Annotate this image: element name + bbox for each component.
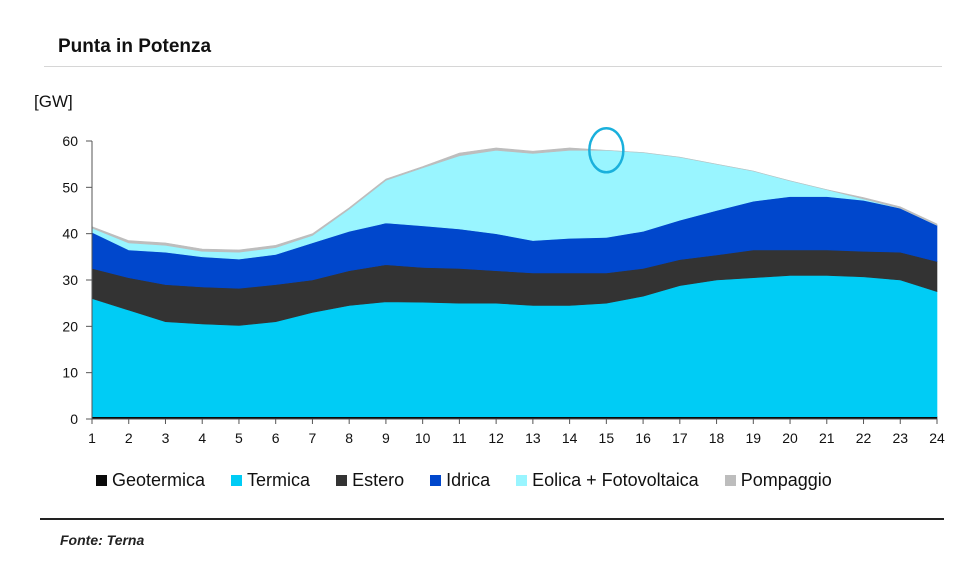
x-tick-label: 8 xyxy=(345,430,353,446)
legend-label: Geotermica xyxy=(112,470,206,490)
chart-legend: Geotermica Termica Estero Idrica Eolica + Fo… xyxy=(96,470,858,491)
x-tick-label: 2 xyxy=(125,430,133,446)
x-tick-label: 17 xyxy=(672,430,688,446)
legend-label: Estero xyxy=(352,470,405,490)
legend-label: Pompaggio xyxy=(740,470,832,490)
x-tick-label: 10 xyxy=(415,430,431,446)
chart-title: Punta in Potenza xyxy=(58,36,212,57)
legend-item: Geotermica xyxy=(96,470,205,491)
x-tick-label: 14 xyxy=(562,430,578,446)
x-tick-label: 11 xyxy=(452,430,467,446)
legend-swatch xyxy=(724,475,736,486)
y-tick-label: 60 xyxy=(62,133,78,149)
legend-swatch xyxy=(231,475,243,486)
x-tick-label: 4 xyxy=(198,430,206,446)
title-divider xyxy=(44,66,942,67)
x-tick-label: 24 xyxy=(929,430,945,446)
x-tick-label: 5 xyxy=(235,430,243,446)
x-tick-label: 21 xyxy=(819,430,835,446)
source-divider xyxy=(40,518,944,520)
x-tick-label: 1 xyxy=(88,430,96,446)
legend-item: Pompaggio xyxy=(724,470,832,491)
x-tick-label: 20 xyxy=(782,430,798,446)
x-tick-label: 7 xyxy=(309,430,317,446)
x-tick-label: 6 xyxy=(272,430,280,446)
legend-swatch xyxy=(336,475,348,486)
x-tick-label: 3 xyxy=(162,430,170,446)
x-tick-label: 23 xyxy=(892,430,908,446)
peak-highlight-ellipse xyxy=(588,127,625,174)
legend-label: Idrica xyxy=(446,470,491,490)
legend-label: Termica xyxy=(247,470,311,490)
legend-label: Eolica + Fotovoltaica xyxy=(532,470,699,490)
legend-swatch xyxy=(96,475,107,486)
source-note: Fonte: Terna xyxy=(60,532,145,548)
x-tick-label: 12 xyxy=(488,430,504,446)
x-tick-label: 22 xyxy=(856,430,872,446)
x-tick-label: 16 xyxy=(635,430,651,446)
y-axis-unit-label: [GW] xyxy=(34,92,73,111)
area-pompaggio xyxy=(91,147,938,253)
annotation-group xyxy=(588,127,625,174)
legend-swatch xyxy=(430,475,442,486)
y-tick-label: 10 xyxy=(62,365,78,381)
legend-item: Idrica xyxy=(430,470,490,491)
y-tick-label: 0 xyxy=(70,411,78,427)
y-tick-label: 20 xyxy=(62,318,78,334)
x-tick-label: 18 xyxy=(709,430,725,446)
y-tick-label: 50 xyxy=(62,179,78,195)
y-tick-label: 40 xyxy=(62,226,78,242)
legend-swatch xyxy=(516,475,528,486)
x-tick-label: 13 xyxy=(525,430,541,446)
y-tick-label: 30 xyxy=(62,272,78,288)
x-tick-label: 9 xyxy=(382,430,390,446)
legend-item: Eolica + Fotovoltaica xyxy=(516,470,699,491)
legend-item: Estero xyxy=(336,470,404,491)
x-tick-label: 19 xyxy=(746,430,762,446)
x-tick-label: 15 xyxy=(599,430,615,446)
area-series-group xyxy=(91,147,938,420)
legend-item: Termica xyxy=(231,470,310,491)
